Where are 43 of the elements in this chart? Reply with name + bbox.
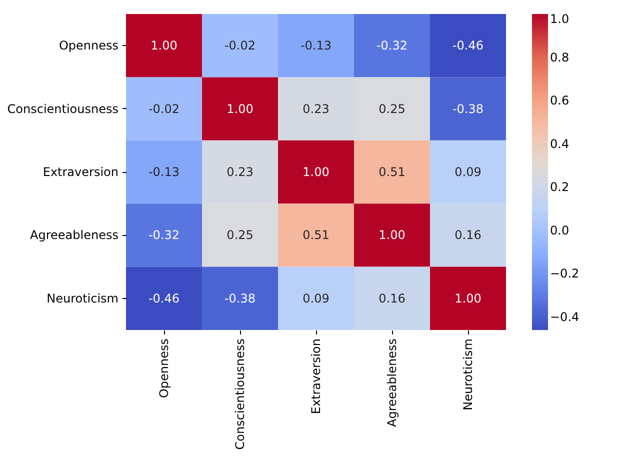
x-tick-label: Conscientiousness — [233, 338, 247, 450]
y-tick-label: Agreeableness — [30, 228, 118, 242]
data-label: 1.00 — [302, 165, 330, 179]
data-label: -0.46 — [148, 291, 180, 306]
data-label: -0.32 — [148, 228, 180, 242]
color-bar-label: 0.0 — [550, 223, 570, 238]
data-label: 0.25 — [226, 228, 254, 242]
data-label: 0.09 — [454, 165, 482, 179]
data-label: 0.51 — [378, 165, 406, 179]
data-label: -0.02 — [224, 38, 256, 53]
y-tick-label: Neuroticism — [46, 291, 118, 306]
y-tick-label: Extraversion — [42, 165, 118, 179]
color-bar-label: 1.0 — [550, 12, 570, 26]
data-label: -0.38 — [452, 102, 484, 116]
data-label: -0.46 — [452, 38, 484, 53]
data-label: -0.32 — [376, 38, 408, 53]
data-label: -0.38 — [224, 291, 256, 306]
data-label: 0.23 — [226, 165, 254, 179]
data-label: -0.13 — [148, 165, 180, 179]
data-label: -0.13 — [300, 38, 332, 53]
data-label: 0.25 — [378, 102, 406, 116]
x-tick-label: Agreeableness — [385, 338, 399, 427]
data-label: 0.51 — [302, 228, 330, 242]
data-label: 0.16 — [454, 228, 482, 242]
color-bar-label: 0.8 — [550, 50, 570, 64]
x-tick-label: Extraversion — [309, 338, 323, 414]
y-tick-label: Openness — [58, 38, 118, 53]
x-tick-label: Neuroticism — [461, 338, 475, 410]
color-bar-label: 0.6 — [550, 94, 570, 108]
x-tick-label: Openness — [157, 338, 171, 398]
y-tick-label: Conscientiousness — [7, 102, 118, 116]
data-label: 1.00 — [226, 102, 254, 116]
data-label: 0.16 — [378, 291, 406, 306]
color-bar-label: −0.4 — [550, 310, 580, 324]
data-label: 1.00 — [378, 228, 406, 242]
color-bar-label: −0.2 — [550, 266, 580, 281]
color-bar-label: 0.2 — [550, 180, 570, 194]
color-bar-label: 0.4 — [550, 136, 570, 151]
data-label: 0.23 — [302, 102, 330, 116]
data-label: 0.09 — [302, 291, 330, 306]
data-label: 1.00 — [454, 291, 482, 306]
data-label: -0.02 — [148, 102, 180, 116]
data-label: 1.00 — [150, 38, 178, 53]
